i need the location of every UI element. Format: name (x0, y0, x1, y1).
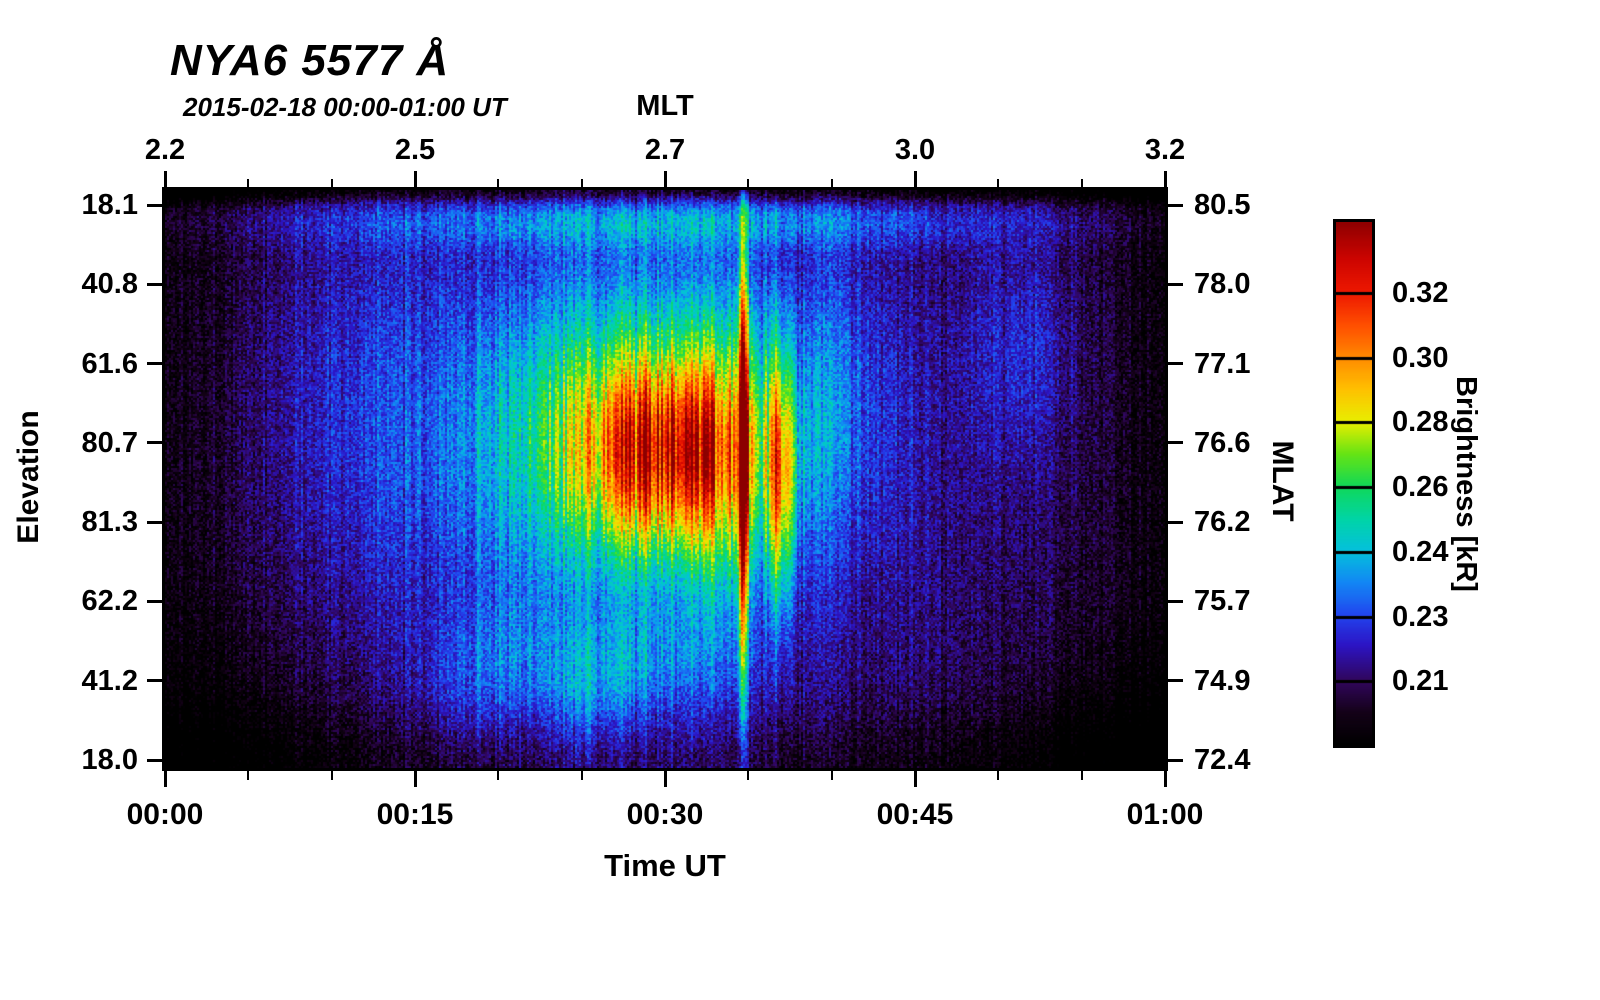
colorbar-tick-label: 0.32 (1392, 277, 1449, 310)
bottom-minor-tick (830, 771, 833, 780)
top-minor-tick (1080, 179, 1083, 187)
bottom-minor-tick (247, 771, 250, 780)
right-tick (1168, 599, 1183, 603)
colorbar-tick-label: 0.26 (1392, 471, 1449, 504)
right-tick (1168, 679, 1183, 683)
colorbar-tick-label: 0.28 (1392, 406, 1449, 439)
left-tick (147, 758, 162, 762)
right-tick-label: 76.2 (1194, 506, 1251, 539)
bottom-minor-tick (1080, 771, 1083, 780)
right-tick (1168, 758, 1183, 762)
bottom-tick (413, 771, 417, 787)
chart-subtitle: 2015-02-18 00:00-01:00 UT (183, 92, 507, 122)
bottom-tick-label: 00:00 (126, 798, 204, 831)
left-tick-label: 18.0 (81, 744, 138, 776)
right-tick-label: 72.4 (1194, 744, 1251, 776)
top-tick (913, 171, 917, 187)
colorbar-canvas (1336, 222, 1372, 745)
right-tick-label: 80.5 (1194, 189, 1251, 221)
left-tick-label: 81.3 (81, 506, 138, 539)
top-minor-tick (830, 179, 833, 187)
right-axis-label: MLAT (1266, 440, 1299, 522)
top-minor-tick (330, 179, 333, 187)
bottom-minor-tick (747, 771, 750, 780)
right-tick (1168, 441, 1183, 445)
top-tick-label: 3.0 (894, 134, 936, 166)
top-tick-label: 2.5 (394, 134, 436, 166)
bottom-tick-label: 00:45 (876, 798, 954, 831)
bottom-tick-label: 00:30 (626, 798, 704, 831)
left-tick-label: 18.1 (81, 189, 138, 221)
left-tick-label: 62.2 (81, 585, 138, 618)
bottom-tick-label: 00:15 (376, 798, 454, 831)
bottom-minor-tick (330, 771, 333, 780)
right-tick (1168, 362, 1183, 366)
left-tick (147, 441, 162, 445)
left-tick (147, 203, 162, 207)
right-tick-label: 76.6 (1194, 426, 1251, 459)
right-tick-label: 75.7 (1194, 585, 1251, 618)
left-tick (147, 362, 162, 366)
bottom-tick (1163, 771, 1167, 787)
top-tick-label: 2.2 (144, 134, 186, 166)
left-tick (147, 282, 162, 286)
top-tick (413, 171, 417, 187)
bottom-tick (163, 771, 167, 787)
top-axis-label: MLT (636, 90, 694, 122)
left-tick-label: 61.6 (81, 347, 138, 380)
left-tick (147, 520, 162, 524)
colorbar-tick-label: 0.21 (1392, 665, 1449, 698)
top-tick (1163, 171, 1167, 187)
top-tick-label: 3.2 (1144, 134, 1186, 166)
left-tick-label: 80.7 (81, 426, 138, 459)
bottom-minor-tick (497, 771, 500, 780)
bottom-axis-label: Time UT (604, 848, 726, 883)
top-tick-label: 2.7 (644, 134, 686, 166)
right-tick (1168, 203, 1183, 207)
top-minor-tick (747, 179, 750, 187)
colorbar-tick-label: 0.30 (1392, 341, 1449, 374)
left-tick (147, 599, 162, 603)
bottom-tick (913, 771, 917, 787)
top-minor-tick (997, 179, 1000, 187)
left-tick-label: 40.8 (81, 268, 138, 301)
bottom-tick (663, 771, 667, 787)
top-minor-tick (497, 179, 500, 187)
right-tick (1168, 520, 1183, 524)
bottom-minor-tick (580, 771, 583, 780)
bottom-tick-label: 01:00 (1126, 798, 1204, 831)
right-tick-label: 77.1 (1194, 347, 1251, 380)
left-tick (147, 679, 162, 683)
top-minor-tick (580, 179, 583, 187)
top-tick (163, 171, 167, 187)
right-tick (1168, 282, 1183, 286)
bottom-minor-tick (997, 771, 1000, 780)
top-tick (663, 171, 667, 187)
chart-title: NYA6 5577 Å (170, 36, 450, 85)
colorbar-tick-label: 0.24 (1392, 535, 1449, 568)
colorbar-tick-label: 0.23 (1392, 600, 1449, 633)
right-tick-label: 74.9 (1194, 664, 1251, 697)
heatmap-canvas (165, 190, 1165, 768)
top-minor-tick (247, 179, 250, 187)
right-tick-label: 78.0 (1194, 268, 1251, 301)
left-tick-label: 41.2 (81, 664, 138, 697)
